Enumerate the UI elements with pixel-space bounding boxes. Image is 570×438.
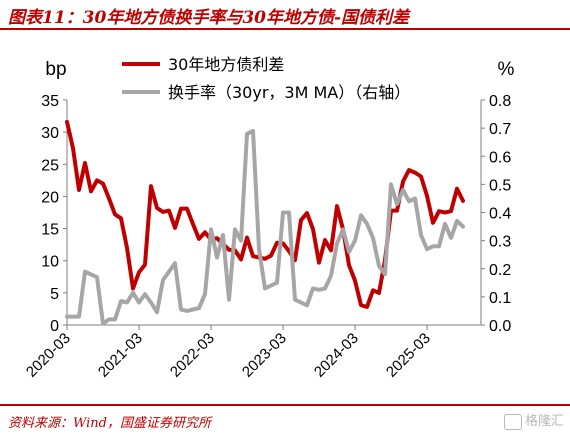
x-tick-label: 2022-03 <box>167 330 218 381</box>
right-tick-label: 0.5 <box>489 177 511 194</box>
source-note: 资料来源：Wind，国盛证券研究所 <box>8 416 211 431</box>
title-rule <box>0 28 570 30</box>
left-tick-label: 20 <box>41 189 59 206</box>
right-tick-label: 0.8 <box>489 93 511 110</box>
x-tick-label: 2021-03 <box>95 330 146 381</box>
watermark-text: 格隆汇 <box>524 414 564 429</box>
x-tick-label: 2024-03 <box>311 330 362 381</box>
right-tick-label: 0.1 <box>489 290 511 307</box>
x-tick-label: 2023-03 <box>239 330 290 381</box>
left-tick-label: 35 <box>41 93 59 110</box>
x-tick-label: 2020-03 <box>23 330 74 381</box>
watermark-logo-icon <box>503 413 522 430</box>
spread-series-line <box>65 119 465 309</box>
right-tick-label: 0.3 <box>489 234 511 251</box>
right-tick-label: 0.7 <box>489 121 511 138</box>
left-tick-label: 5 <box>50 286 59 303</box>
left-tick-label: 30 <box>41 125 59 142</box>
right-axis-label: % <box>498 59 515 80</box>
watermark: 格隆汇 <box>503 410 564 430</box>
left-tick-label: 15 <box>41 222 59 239</box>
legend-label-turnover: 换手率（30yr，3M MA）（右轴） <box>168 83 410 102</box>
left-tick-label: 10 <box>41 254 59 271</box>
left-tick-label: 0 <box>50 318 59 335</box>
legend-label-spread: 30年地方债利差 <box>168 55 284 74</box>
left-axis-label: bp <box>45 59 66 80</box>
turnover-series-line <box>65 128 465 326</box>
source-rule <box>0 404 570 406</box>
right-tick-label: 0.2 <box>489 262 511 279</box>
left-tick-label: 25 <box>41 157 59 174</box>
x-tick-label: 2025-03 <box>383 330 434 381</box>
chart-title: 图表11：30年地方债换手率与30年地方债-国债利差 <box>8 8 410 28</box>
right-tick-label: 0.4 <box>489 206 511 223</box>
right-tick-label: 0.6 <box>489 149 511 166</box>
right-tick-label: 0.0 <box>489 318 511 335</box>
